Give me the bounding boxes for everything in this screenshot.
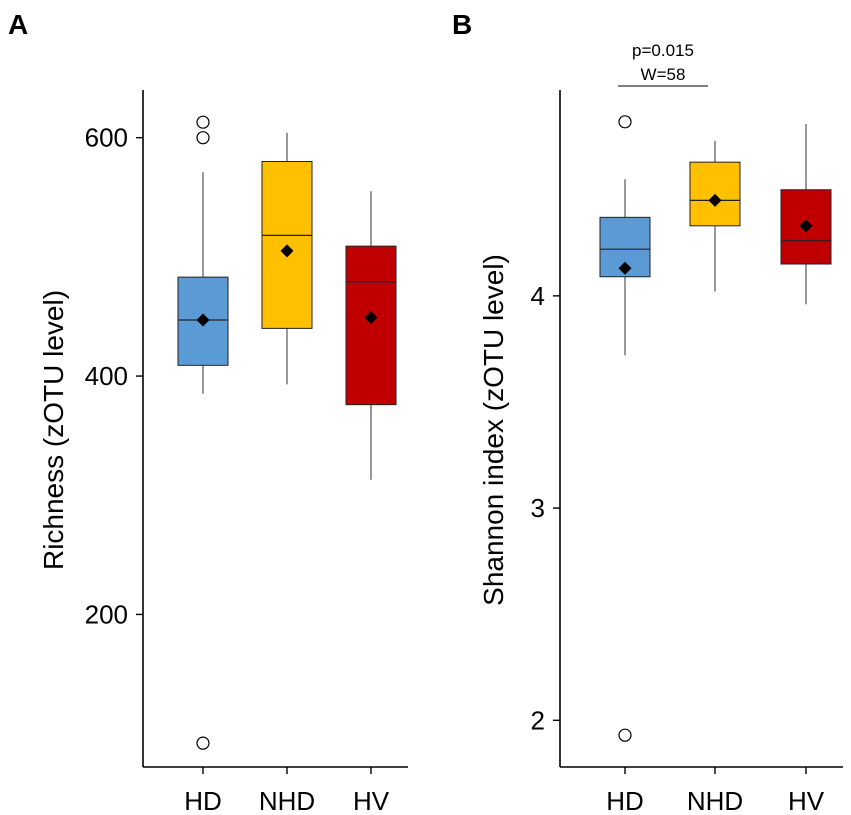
mean-marker — [618, 261, 632, 275]
mean-marker — [280, 244, 294, 258]
panel-letter: A — [8, 9, 28, 40]
y-tick-label: 600 — [85, 123, 128, 153]
box-nhd — [261, 132, 313, 385]
iqr-box — [345, 245, 397, 406]
box-nhd — [689, 140, 741, 292]
w-statistic-label: W=58 — [641, 65, 686, 84]
outlier-point — [618, 115, 632, 129]
p-value-label: p=0.015 — [632, 41, 694, 60]
y-tick-label: 4 — [531, 281, 545, 311]
outlier-point — [196, 131, 210, 145]
panel-letter: B — [452, 9, 472, 40]
panel-b: B 2 3 4 Shannon index (zOTU level) HD NHD HV p=0… — [452, 9, 843, 815]
y-tick-label: 2 — [531, 705, 545, 735]
significance-annotation: p=0.015 W=58 — [618, 41, 708, 87]
x-tick-label: HD — [606, 786, 644, 815]
box-hd — [177, 115, 229, 750]
x-tick-label: NHD — [259, 786, 315, 815]
x-tick-label: HD — [184, 786, 222, 815]
box-hd — [599, 115, 651, 742]
mean-marker — [364, 311, 378, 325]
x-tick-label: HV — [353, 786, 390, 815]
mean-marker — [196, 313, 210, 327]
panel-a: A 200 400 600 Richness (zOTU level) HD NHD HV — [8, 9, 408, 815]
y-tick-label: 400 — [85, 361, 128, 391]
outlier-point — [196, 736, 210, 750]
y-tick-label: 3 — [531, 493, 545, 523]
y-tick-label: 200 — [85, 599, 128, 629]
mean-marker — [708, 193, 722, 207]
x-tick-label: HV — [788, 786, 825, 815]
y-axis-title: Shannon index (zOTU level) — [478, 254, 509, 606]
x-tick-label: NHD — [687, 786, 743, 815]
y-axis-title: Richness (zOTU level) — [38, 290, 69, 570]
outlier-point — [618, 728, 632, 742]
box-hv — [345, 191, 397, 480]
box-hv — [780, 123, 832, 305]
outlier-point — [196, 115, 210, 129]
mean-marker — [799, 219, 813, 233]
